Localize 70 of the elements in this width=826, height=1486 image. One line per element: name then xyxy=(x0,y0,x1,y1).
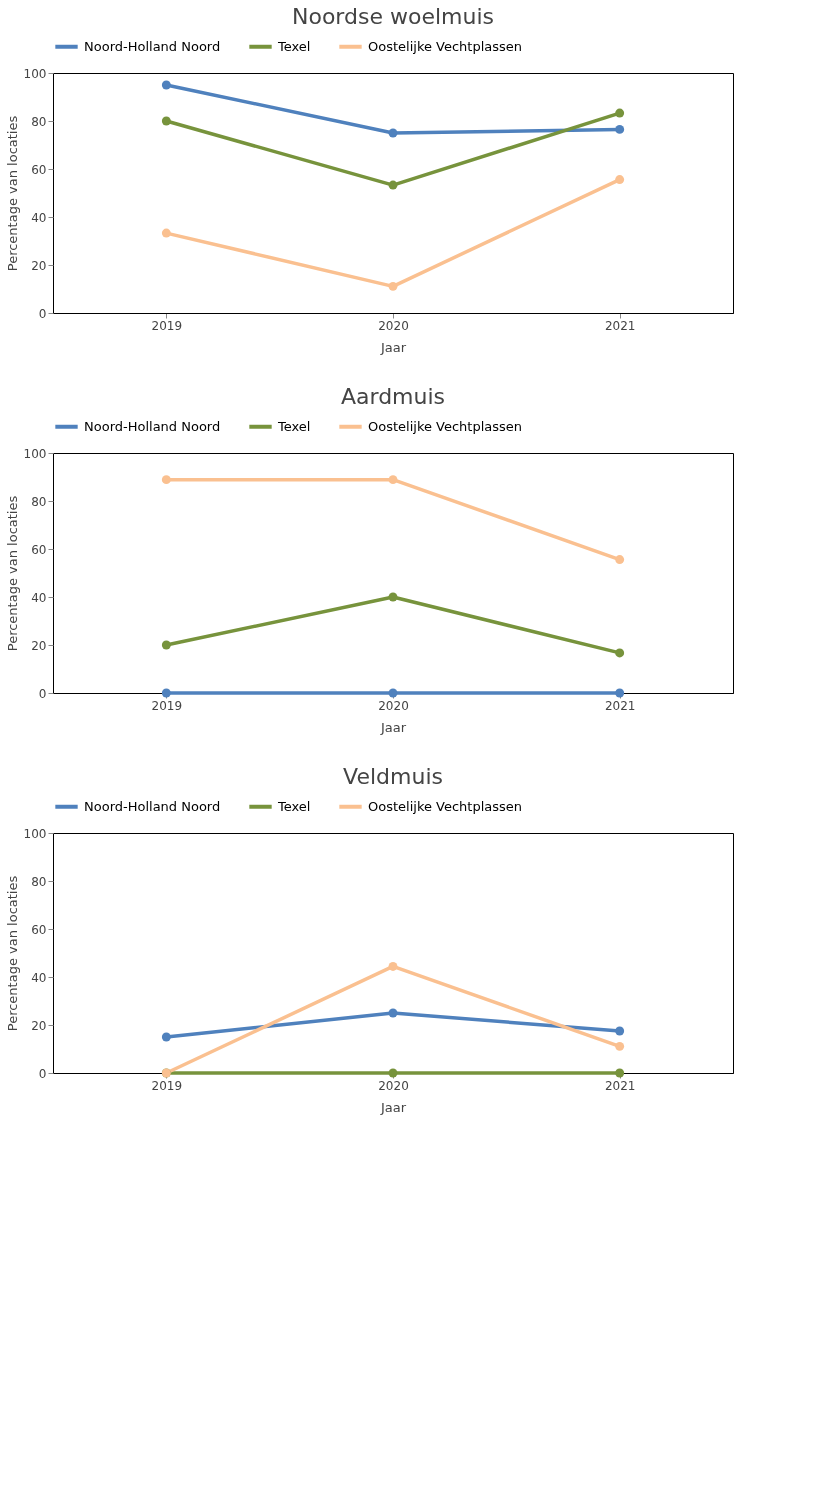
y-tick-label: 60 xyxy=(31,542,47,557)
x-tick-label: 2021 xyxy=(604,318,636,333)
chart-title: Noordse woelmuis xyxy=(291,4,495,29)
point xyxy=(615,555,625,565)
point xyxy=(388,475,398,485)
point xyxy=(161,640,171,650)
y-tick-label: 60 xyxy=(31,922,47,937)
x-tick-label: 2021 xyxy=(604,1078,636,1093)
y-tick-label: 20 xyxy=(31,638,47,653)
y-tick-label: 0 xyxy=(38,686,47,701)
point xyxy=(388,1068,398,1078)
x-tick-label: 2020 xyxy=(378,1078,409,1093)
y-tick-label: 100 xyxy=(23,446,47,461)
point xyxy=(161,475,171,485)
y-tick-label: 20 xyxy=(31,1018,47,1033)
point xyxy=(161,688,171,698)
x-axis-title: Jaar xyxy=(379,339,407,355)
chart-title: Veldmuis xyxy=(343,764,443,789)
x-tick-label: 2019 xyxy=(151,698,183,713)
y-tick-label: 20 xyxy=(31,258,47,273)
point xyxy=(161,228,171,238)
y-tick-label: 40 xyxy=(31,970,47,985)
point xyxy=(388,688,398,698)
legend-label: Texel xyxy=(277,418,311,434)
point xyxy=(161,80,171,90)
y-tick-label: 80 xyxy=(31,874,47,889)
legend-label: Oostelijke Vechtplassen xyxy=(368,798,523,814)
legend-label: Oostelijke Vechtplassen xyxy=(368,418,523,434)
y-tick-label: 100 xyxy=(23,66,47,81)
x-tick-label: 2019 xyxy=(151,1078,183,1093)
y-tick-label: 80 xyxy=(31,494,47,509)
point xyxy=(161,1032,171,1042)
y-tick-label: 40 xyxy=(31,210,47,225)
x-tick-label: 2021 xyxy=(604,698,636,713)
legend-label: Noord-Holland Noord xyxy=(84,38,221,54)
legend-label: Noord-Holland Noord xyxy=(84,798,221,814)
y-tick-label: 0 xyxy=(38,306,47,321)
y-tick-label: 100 xyxy=(23,826,47,841)
y-axis-title: Percentage van locaties xyxy=(4,115,20,272)
legend-label: Oostelijke Vechtplassen xyxy=(368,38,523,54)
point xyxy=(388,128,398,138)
legend-label: Noord-Holland Noord xyxy=(84,418,221,434)
legend-label: Texel xyxy=(277,798,311,814)
y-tick-label: 40 xyxy=(31,590,47,605)
point xyxy=(388,281,398,291)
point xyxy=(388,1008,398,1018)
y-tick-label: 60 xyxy=(31,162,47,177)
point xyxy=(388,592,398,602)
point xyxy=(615,648,625,658)
legend-label: Texel xyxy=(277,38,311,54)
point xyxy=(615,1041,625,1051)
point xyxy=(615,688,625,698)
point xyxy=(615,1068,625,1078)
y-axis-title: Percentage van locaties xyxy=(4,875,20,1032)
point xyxy=(388,961,398,971)
x-tick-label: 2020 xyxy=(378,318,409,333)
x-tick-label: 2019 xyxy=(151,318,183,333)
x-tick-label: 2020 xyxy=(378,698,409,713)
y-tick-label: 80 xyxy=(31,114,47,129)
point xyxy=(615,124,625,134)
point xyxy=(615,175,625,185)
point xyxy=(615,108,625,118)
x-axis-title: Jaar xyxy=(379,1099,407,1115)
point xyxy=(388,180,398,190)
chart-title: Aardmuis xyxy=(340,384,446,409)
y-axis-title: Percentage van locaties xyxy=(4,495,20,652)
y-tick-label: 0 xyxy=(38,1066,47,1081)
point xyxy=(615,1026,625,1036)
point xyxy=(161,116,171,126)
x-axis-title: Jaar xyxy=(379,719,407,735)
